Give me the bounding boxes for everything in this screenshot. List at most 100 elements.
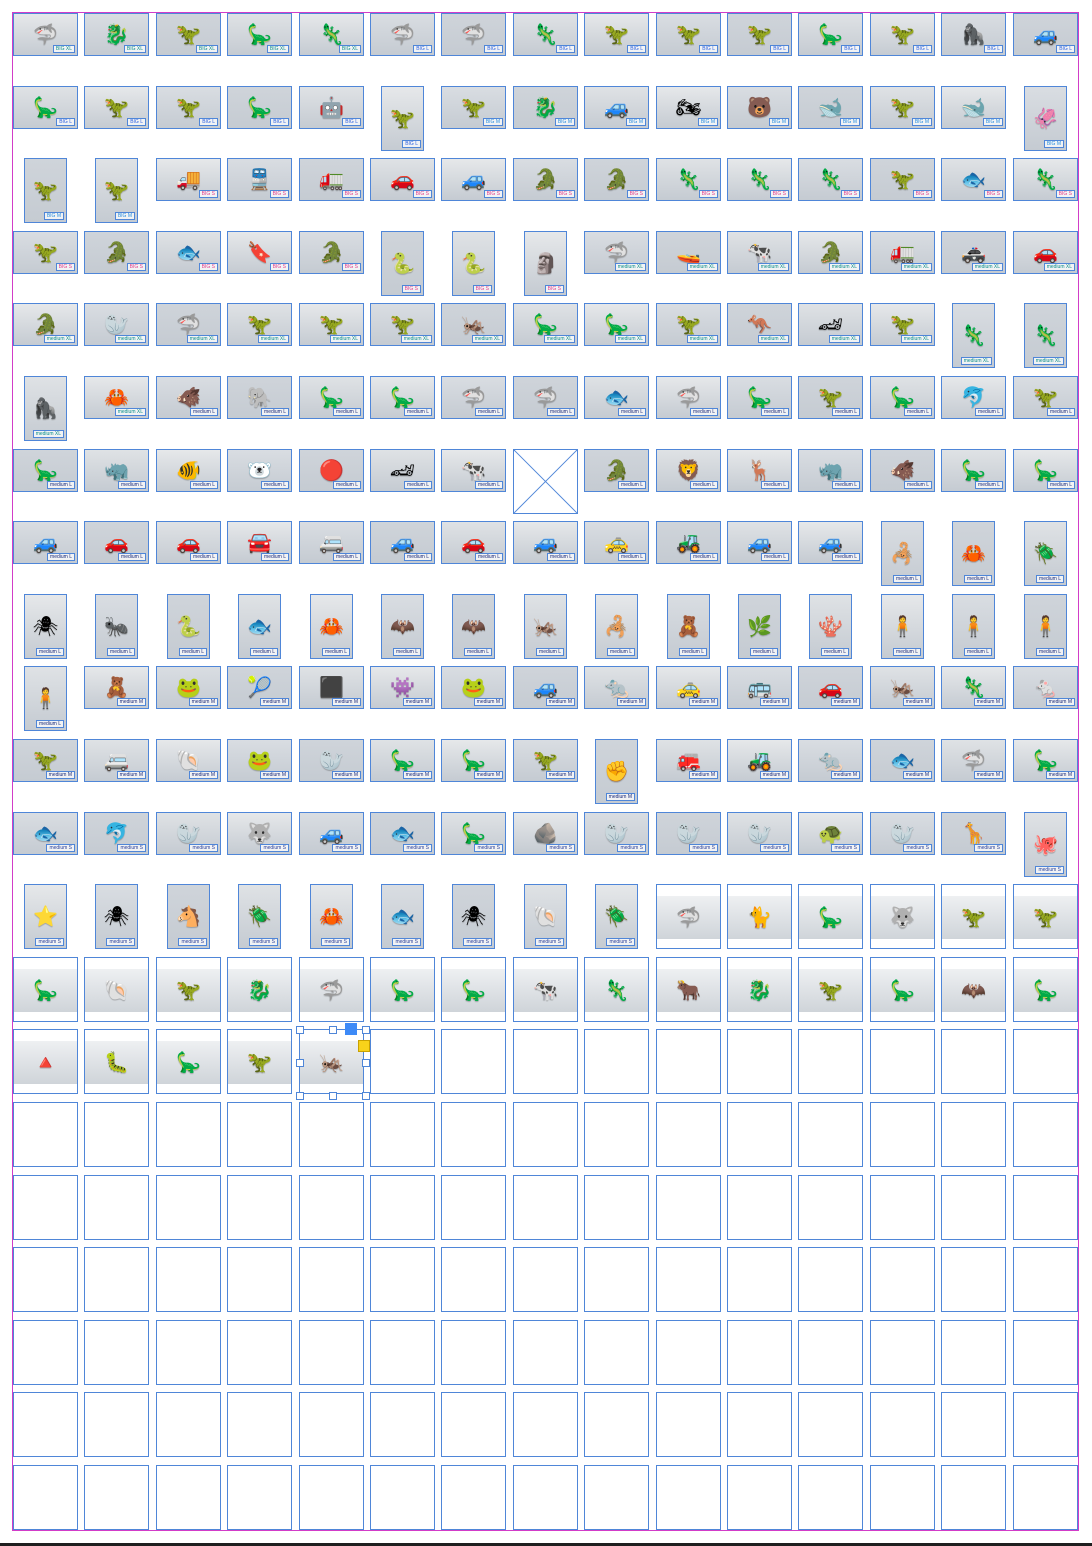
image-frame[interactable]: 🐊 BIG S [513,158,578,201]
image-frame[interactable]: 🦖 BIG M [95,158,138,223]
image-frame[interactable]: 🐍 BIG S [452,231,495,296]
image-frame[interactable]: 🐀 medium M [798,739,863,782]
image-frame[interactable]: 🚛 BIG S [299,158,364,201]
resize-handle[interactable] [296,1059,304,1067]
image-frame[interactable]: 🦖 medium L [1013,376,1078,419]
image-frame[interactable]: 🚙 medium L [370,521,435,564]
image-frame[interactable]: 🦂 medium L [881,521,924,586]
image-frame[interactable]: 🐄 medium L [441,449,506,492]
empty-frame[interactable] [727,1247,792,1312]
image-frame[interactable]: 🦭 medium S [584,812,649,855]
image-frame[interactable]: 🚗 medium L [156,521,221,564]
image-frame[interactable]: 🚙 medium S [299,812,364,855]
image-frame[interactable]: 🦕 [798,884,863,949]
image-frame[interactable]: 🤖 BIG L [299,86,364,129]
empty-frame[interactable] [370,1175,435,1240]
empty-frame[interactable] [299,1392,364,1457]
image-frame[interactable]: 🧸 medium L [667,594,710,659]
empty-frame[interactable] [584,1320,649,1385]
image-frame[interactable]: 🐢 medium S [798,812,863,855]
resize-handle[interactable] [329,1026,337,1034]
image-frame[interactable]: 🪲 medium S [238,884,281,949]
image-frame[interactable] [513,449,578,514]
image-frame[interactable]: 🦕 BIG L [227,86,292,129]
image-frame[interactable]: 🐸 medium M [441,666,506,709]
empty-frame[interactable] [13,1247,78,1312]
anchor-icon[interactable] [345,1023,357,1035]
empty-frame[interactable] [441,1175,506,1240]
image-frame[interactable]: 🦖 BIG L [727,13,792,56]
image-frame[interactable]: 🦎 medium XL [1024,303,1067,368]
corner-options-icon[interactable] [358,1040,370,1052]
image-frame[interactable]: 🦖 medium XL [299,303,364,346]
image-frame[interactable]: 🦭 medium S [656,812,721,855]
image-frame[interactable]: 🦎 BIG L [513,13,578,56]
empty-frame[interactable] [584,1465,649,1530]
image-frame[interactable]: 🐋 BIG M [798,86,863,129]
image-frame[interactable]: 🪸 medium L [809,594,852,659]
empty-frame[interactable] [156,1175,221,1240]
empty-frame[interactable] [941,1320,1006,1385]
image-frame[interactable]: 🐊 medium XL [798,231,863,274]
image-frame[interactable]: 🦕 medium L [941,449,1006,492]
empty-frame[interactable] [727,1029,792,1094]
image-frame[interactable]: 🧍 medium L [1024,594,1067,659]
image-frame[interactable]: 🐉 [727,957,792,1022]
image-frame[interactable]: 🦈 BIG L [441,13,506,56]
image-frame[interactable]: 🦕 BIG L [798,13,863,56]
image-frame[interactable]: 🦕 medium L [870,376,935,419]
image-frame[interactable]: 🐉 BIG M [513,86,578,129]
image-frame[interactable]: 🦈 [656,884,721,949]
image-frame[interactable]: 🧍 medium L [881,594,924,659]
image-frame[interactable]: 🐀 medium M [584,666,649,709]
image-frame[interactable]: 🦈 [299,957,364,1022]
image-frame[interactable]: 🦎 BIG XL [299,13,364,56]
image-frame[interactable]: 🔴 medium L [299,449,364,492]
image-frame[interactable]: 🦇 medium L [381,594,424,659]
empty-frame[interactable] [370,1029,435,1094]
empty-frame[interactable] [156,1465,221,1530]
empty-frame[interactable] [13,1392,78,1457]
image-frame[interactable]: 🦏 medium L [798,449,863,492]
image-frame[interactable]: 🦕 [1013,957,1078,1022]
resize-handle[interactable] [362,1059,370,1067]
empty-frame[interactable] [941,1029,1006,1094]
image-frame[interactable]: 🦎 medium XL [952,303,995,368]
image-frame[interactable]: 🦖 BIG M [441,86,506,129]
empty-frame[interactable] [727,1392,792,1457]
image-frame[interactable]: 🦕 medium M [441,739,506,782]
image-frame[interactable]: 🦈 BIG L [370,13,435,56]
empty-frame[interactable] [941,1465,1006,1530]
image-frame[interactable]: 🦖 medium XL [656,303,721,346]
empty-frame[interactable] [370,1320,435,1385]
image-frame[interactable]: 🦕 BIG L [13,86,78,129]
image-frame[interactable]: 🦖 BIG M [870,86,935,129]
image-frame[interactable]: 🐗 medium L [156,376,221,419]
empty-frame[interactable] [370,1102,435,1167]
image-frame[interactable]: 🚤 medium XL [656,231,721,274]
empty-frame[interactable] [941,1175,1006,1240]
empty-frame[interactable] [656,1102,721,1167]
image-frame[interactable]: 🦭 medium S [727,812,792,855]
empty-frame[interactable] [1013,1320,1078,1385]
image-frame[interactable]: 🦖 BIG L [156,86,221,129]
image-frame[interactable]: 🐬 medium S [84,812,149,855]
image-frame[interactable]: 🐄 medium XL [727,231,792,274]
empty-frame[interactable] [370,1392,435,1457]
image-frame[interactable]: 🪨 medium S [513,812,578,855]
image-frame[interactable]: 🐻‍❄️ medium L [227,449,292,492]
image-frame[interactable]: 🦕 medium XL [584,303,649,346]
image-frame[interactable]: 🐊 medium L [584,449,649,492]
image-frame[interactable]: 🦖 medium XL [227,303,292,346]
image-frame[interactable]: 🐗 medium L [870,449,935,492]
image-frame[interactable]: 🐜 medium L [95,594,138,659]
image-frame[interactable]: 🚗 medium L [441,521,506,564]
empty-frame[interactable] [656,1247,721,1312]
image-frame[interactable]: 🚙 BIG M [584,86,649,129]
image-frame[interactable]: 🚙 medium L [727,521,792,564]
image-frame[interactable]: 🏎 medium XL [798,303,863,346]
resize-handle[interactable] [296,1092,304,1100]
image-frame[interactable]: 🚗 medium L [84,521,149,564]
image-frame[interactable]: 🦂 medium L [595,594,638,659]
empty-frame[interactable] [156,1392,221,1457]
